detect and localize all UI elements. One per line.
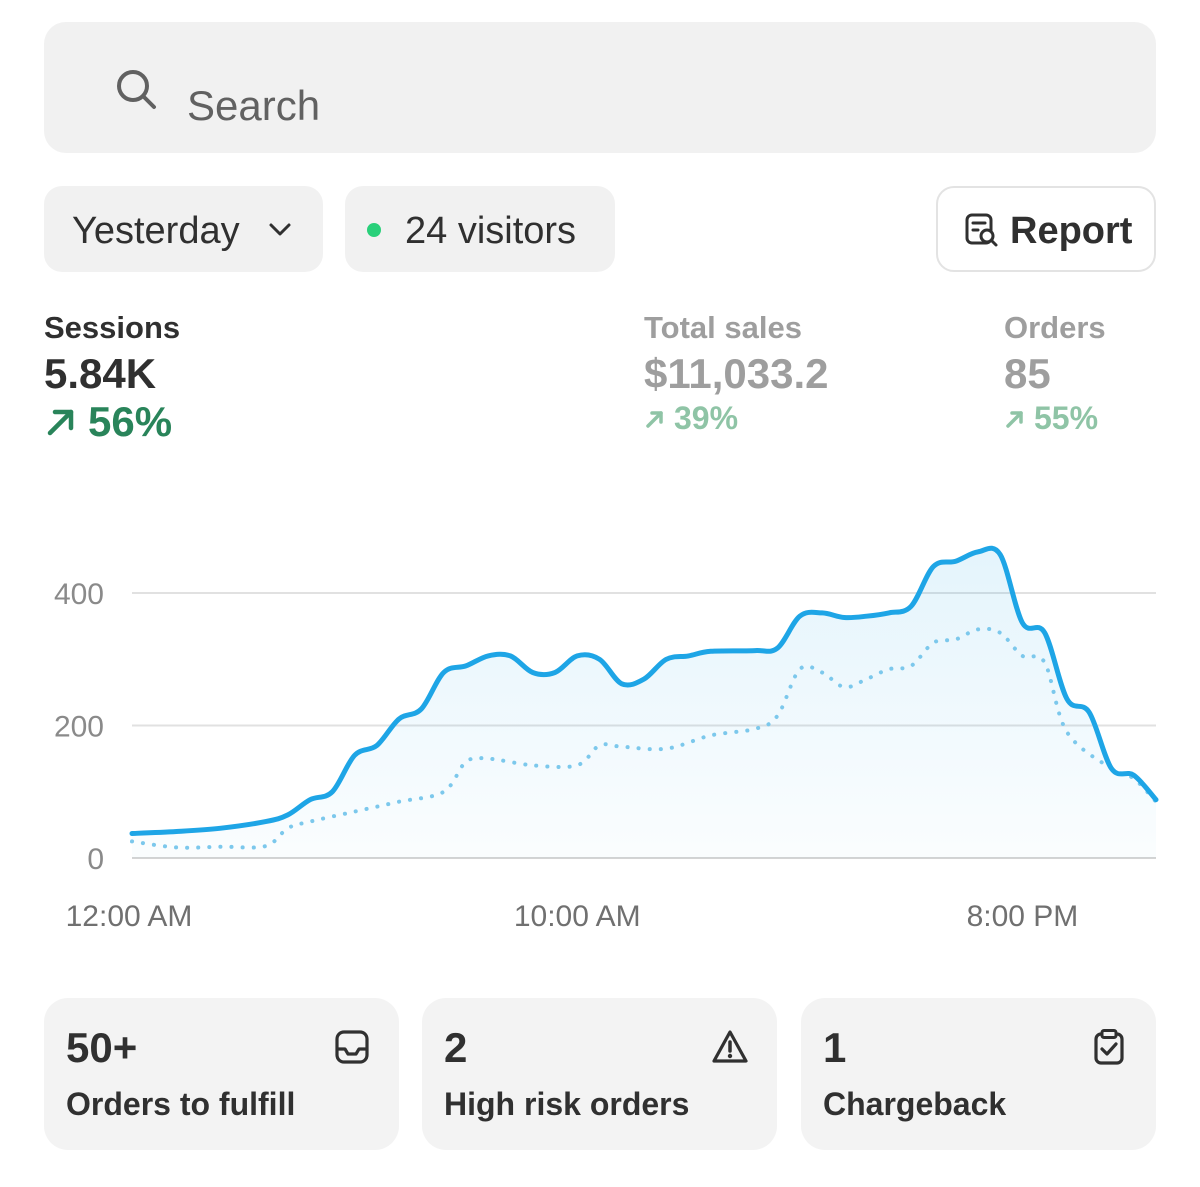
orders-to-fulfill-card[interactable]: 50+ Orders to fulfill xyxy=(44,998,399,1150)
metric-change: 56% xyxy=(44,398,180,446)
clipboard-check-icon xyxy=(1094,1029,1124,1065)
chargeback-card[interactable]: 1 Chargeback xyxy=(801,998,1156,1150)
search-icon xyxy=(117,70,156,109)
chevron-down-icon xyxy=(269,223,291,236)
metric-value: 85 xyxy=(1004,350,1051,397)
card-label: Chargeback xyxy=(823,1086,1007,1122)
metric-value: 5.84K xyxy=(44,350,157,397)
chart-line-previous-period xyxy=(130,626,1158,850)
sessions-chart[interactable]: 0 200 400 12:00 AM 10:00 AM 8:00 PM xyxy=(0,480,1200,950)
chart-y-tick-label: 200 xyxy=(54,711,104,744)
metric-sessions[interactable]: Sessions 5.84K 56% xyxy=(44,310,180,446)
chart-x-tick-label: 10:00 AM xyxy=(514,900,641,933)
alert-triangle-icon xyxy=(712,1030,748,1063)
metric-orders[interactable]: Orders 85 55% xyxy=(1004,310,1106,437)
metric-change: 55% xyxy=(1004,400,1106,437)
chart-x-tick-label: 8:00 PM xyxy=(967,900,1079,933)
metric-change-value: 39% xyxy=(674,400,739,436)
report-search-icon xyxy=(965,213,998,247)
card-value: 2 xyxy=(444,1024,468,1071)
report-label: Report xyxy=(1010,210,1133,252)
arrow-up-right-icon xyxy=(47,409,74,436)
card-label: High risk orders xyxy=(444,1086,690,1122)
card-label: Orders to fulfill xyxy=(66,1086,296,1122)
metric-value: $11,033.2 xyxy=(644,350,829,397)
chart-line-sessions xyxy=(129,545,1159,836)
report-button[interactable]: Report xyxy=(936,186,1156,272)
chart-y-tick-label: 400 xyxy=(54,578,104,611)
inbox-icon xyxy=(335,1030,369,1064)
live-status-dot xyxy=(367,223,381,237)
metric-change-value: 56% xyxy=(88,398,173,445)
live-visitors-chip[interactable]: 24 visitors xyxy=(345,186,615,272)
chart-area-fill xyxy=(132,548,1156,858)
card-value: 1 xyxy=(823,1024,847,1071)
metric-label: Total sales xyxy=(644,310,802,345)
arrow-up-right-icon xyxy=(646,410,663,428)
metric-total-sales[interactable]: Total sales $11,033.2 39% xyxy=(644,310,829,437)
high-risk-orders-card[interactable]: 2 High risk orders xyxy=(422,998,777,1150)
chart-x-tick-label: 12:00 AM xyxy=(66,900,193,933)
metric-label: Sessions xyxy=(44,310,181,345)
visitors-label: 24 visitors xyxy=(405,210,577,252)
card-value: 50+ xyxy=(66,1024,138,1071)
metric-label: Orders xyxy=(1004,310,1106,345)
chart-y-tick-label: 0 xyxy=(87,843,104,876)
metric-change: 39% xyxy=(644,400,829,437)
date-range-label: Yesterday xyxy=(72,210,240,252)
search-bar[interactable]: Search xyxy=(44,22,1156,153)
metric-change-value: 55% xyxy=(1034,400,1099,436)
search-input[interactable]: Search xyxy=(187,82,321,129)
arrow-up-right-icon xyxy=(1006,410,1023,428)
